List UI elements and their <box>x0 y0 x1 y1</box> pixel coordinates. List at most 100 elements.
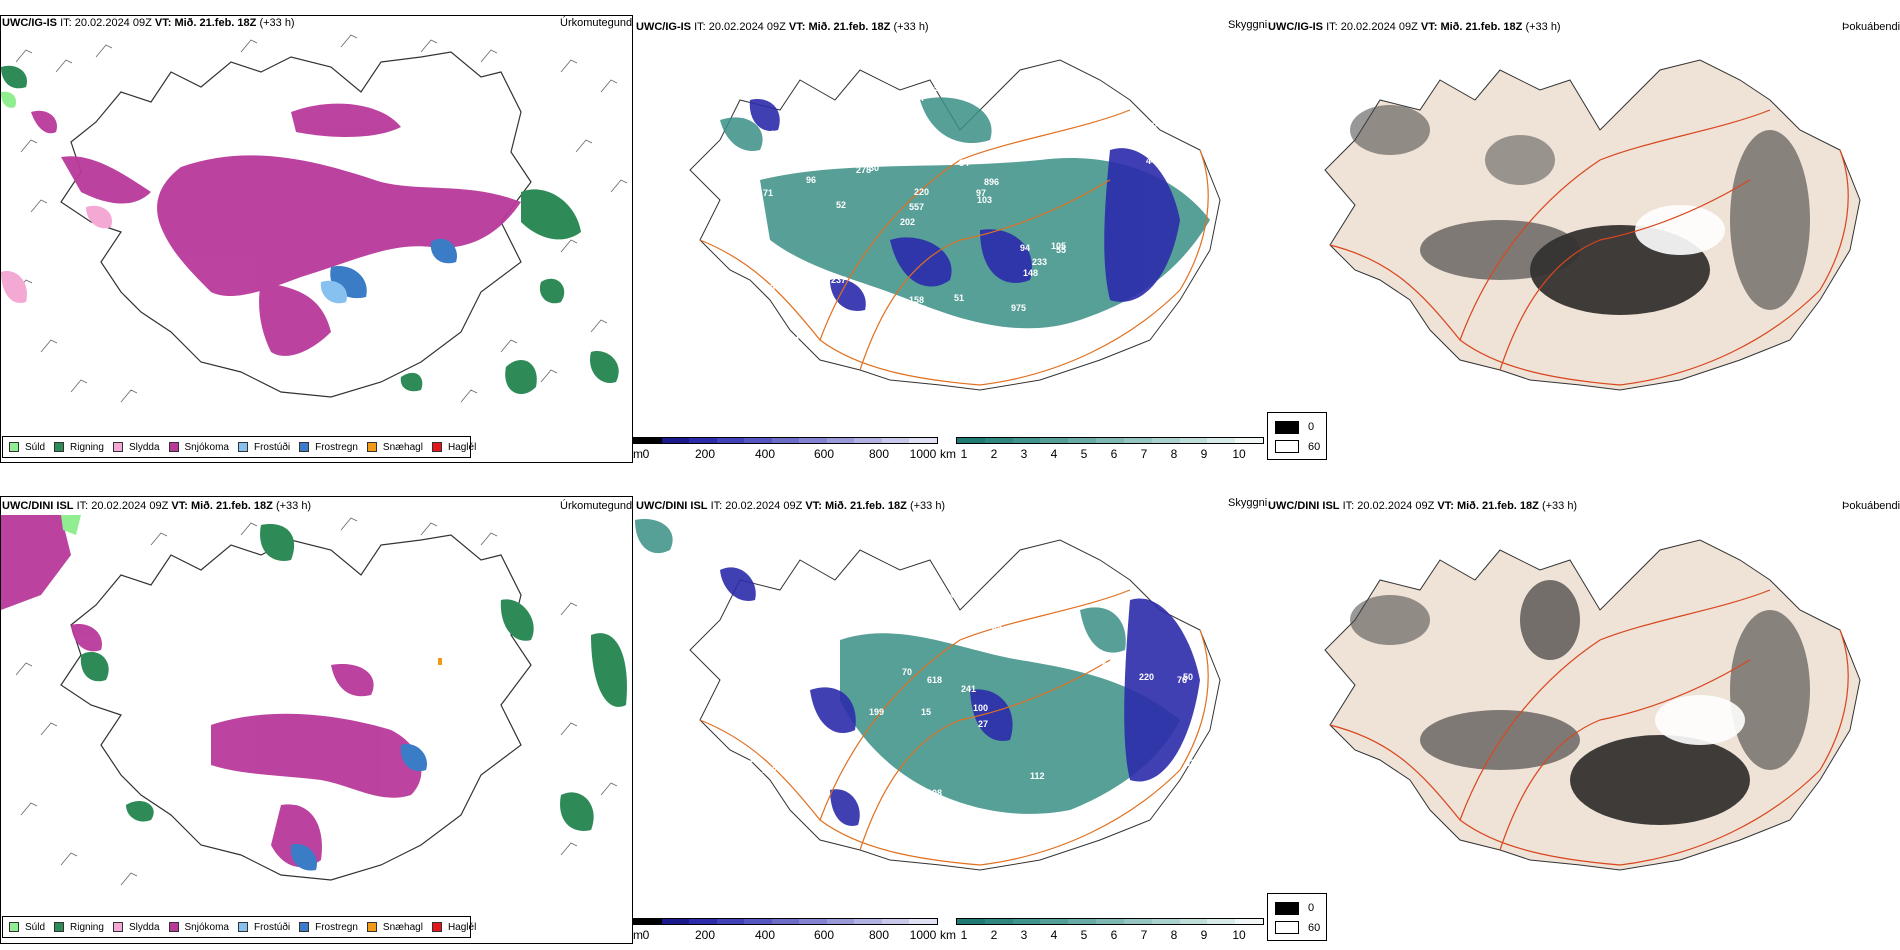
lead-time: (+33 h) <box>909 500 946 512</box>
model-name: UWC/IG-IS <box>2 17 57 29</box>
height-label: 199 <box>785 667 800 677</box>
legend-item: Haglél <box>431 922 476 933</box>
height-label: 192 <box>962 345 977 355</box>
height-label: 201 <box>1178 110 1193 120</box>
legend-item: Slydda <box>112 922 160 933</box>
panel-header: UWC/DINI ISL IT: 20.02.2024 09Z VT: Mið.… <box>1268 500 1578 512</box>
iceland-outline <box>1324 59 1861 391</box>
height-label: 64 <box>1061 623 1071 633</box>
colorbar-swatches <box>956 437 1264 444</box>
colorbar-unit: m <box>633 447 643 461</box>
height-label: 54 <box>995 829 1005 839</box>
height-label: 70 <box>902 667 912 677</box>
height-label: 137 <box>756 712 771 722</box>
height-label: 55 <box>904 804 914 814</box>
panel-title: Þokuábendi <box>1842 21 1900 33</box>
height-label: 104 <box>770 817 785 827</box>
height-label: 55 <box>1095 108 1105 118</box>
height-label: 55 <box>917 605 927 615</box>
height-label: 96 <box>813 148 823 158</box>
height-label: 240 <box>827 746 842 756</box>
colorbar-unit: km <box>940 447 956 461</box>
height-label: 220 <box>1139 672 1154 682</box>
height-label: 33 <box>736 165 746 175</box>
height-label: 44 <box>992 623 1002 633</box>
height-label: 94 <box>830 327 840 337</box>
colorbar-ticks: 1 2 3 4 5 6 7 8 9 10 <box>960 447 1246 461</box>
height-label: 41 <box>1185 758 1195 768</box>
height-label: 7 <box>790 695 795 705</box>
height-label: 45 <box>1189 180 1199 190</box>
height-label: 71 <box>763 188 773 198</box>
height-label: 74 <box>813 293 823 303</box>
height-label: 21 <box>879 565 889 575</box>
model-name: UWC/IG-IS <box>1268 21 1323 33</box>
legend-item: Frostúði <box>237 442 290 453</box>
height-label: 189 <box>1048 628 1063 638</box>
drizzle-areas <box>1 91 17 108</box>
freezing-rain-areas <box>290 744 427 871</box>
height-label: 30 <box>1057 598 1067 608</box>
legend-item: Snjókoma <box>168 922 229 933</box>
legend-item: Snæhagl <box>366 442 423 453</box>
height-label: 183 <box>1170 166 1185 176</box>
panel-header: UWC/IG-IS IT: 20.02.2024 09Z VT: Mið. 21… <box>636 21 929 33</box>
height-labels: 16 71 10 202 79 231 308 34 145 30 206 277 64 896 55 12 5… <box>736 83 1199 359</box>
height-label: 60 <box>1102 661 1112 671</box>
height-label: 68 <box>797 763 807 773</box>
valid-time: Mið. 21.feb. 18Z <box>808 21 891 33</box>
height-label: 140 <box>1091 570 1106 580</box>
road-network <box>1329 589 1849 866</box>
height-label: 896 <box>984 177 999 187</box>
cloudbase-map: 16 71 10 202 79 231 308 34 145 30 206 277 64 896 55 12 5… <box>689 59 1221 391</box>
cloudbase-colorbar: 0 200 400 600 800 1000 m <box>633 437 938 461</box>
height-label: 109 <box>1160 570 1175 580</box>
rain-areas <box>1 65 619 395</box>
legend-item: Snjókoma <box>168 442 229 453</box>
visibility-colorbar: 1 2 3 4 5 6 7 8 9 10 km <box>940 918 1264 942</box>
height-label: 48 <box>998 615 1008 625</box>
valid-time: Mið. 21.feb. 18Z <box>824 500 907 512</box>
valid-time: Mið. 21.feb. 18Z <box>1440 21 1523 33</box>
visibility-colorbar: 1 2 3 4 5 6 7 8 9 10 km <box>940 437 1264 461</box>
height-label: 88 <box>745 344 755 354</box>
height-label: 76 <box>1177 675 1187 685</box>
road-network <box>1329 109 1849 386</box>
panel-title: Þokuábendi <box>1842 500 1900 512</box>
valid-time: Mið. 21.feb. 18Z <box>190 500 273 512</box>
height-label: 100 <box>1067 658 1082 668</box>
fog-map <box>1324 539 1861 871</box>
height-label: 27 <box>978 719 988 729</box>
height-label: 105 <box>1051 241 1066 251</box>
lead-time: (+33 h) <box>259 17 295 29</box>
valid-time: Mið. 21.feb. 18Z <box>1456 500 1539 512</box>
height-label: 172 <box>748 336 763 346</box>
height-label: 90 <box>945 818 955 828</box>
init-time: 20.02.2024 09Z <box>725 500 803 512</box>
road-network <box>699 589 1209 866</box>
height-label: 70 <box>984 830 994 840</box>
height-label: 79 <box>1016 144 1026 154</box>
panel-header: UWC/DINI ISL IT: 20.02.2024 09Z VT: Mið.… <box>2 500 312 512</box>
legend-item: Frostúði <box>237 922 290 933</box>
height-label: 100 <box>973 703 988 713</box>
height-label: 34 <box>959 158 969 168</box>
height-label: 87 <box>1107 790 1117 800</box>
height-label: 231 <box>785 335 800 345</box>
height-label: 618 <box>927 675 942 685</box>
legend-item: Haglél <box>431 442 476 453</box>
legend-item: Snæhagl <box>366 922 423 933</box>
rain-areas <box>80 524 627 831</box>
height-label: 94 <box>1020 243 1030 253</box>
height-label: 104 <box>1115 786 1130 796</box>
lead-time: (+33 h) <box>1525 21 1561 33</box>
legend-item: Frostregn <box>299 442 358 453</box>
map-frame <box>0 15 633 463</box>
low-cloud-areas <box>720 567 1200 826</box>
height-label: 226 <box>1133 301 1148 311</box>
height-label: 158 <box>909 295 924 305</box>
colorbar-unit: km <box>940 928 956 942</box>
legend-item: Súld <box>9 922 45 933</box>
height-label: 54 <box>914 93 924 103</box>
